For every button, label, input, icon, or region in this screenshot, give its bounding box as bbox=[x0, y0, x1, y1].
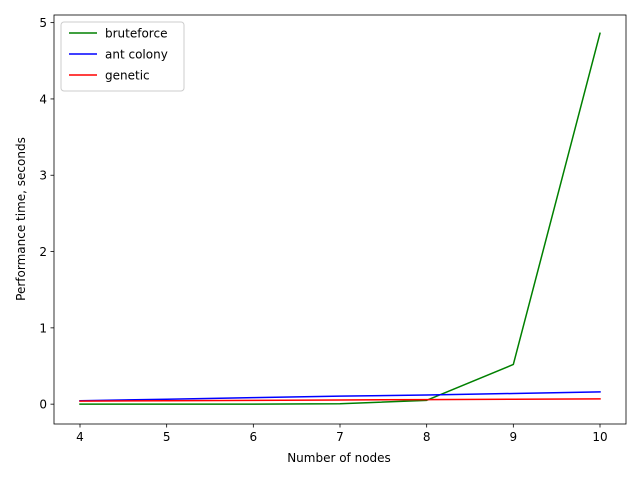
y-tick-label: 0 bbox=[39, 398, 47, 412]
x-tick-label: 6 bbox=[250, 430, 258, 444]
legend: bruteforce ant colony genetic bbox=[60, 21, 185, 92]
y-axis-label: Performance time, seconds bbox=[14, 137, 28, 301]
axes: 4 5 6 7 8 9 10 0 1 2 3 4 5 bbox=[39, 14, 627, 444]
x-tick-label: 4 bbox=[76, 430, 84, 444]
x-tick-label: 5 bbox=[163, 430, 171, 444]
x-tick-label: 10 bbox=[592, 430, 607, 444]
x-tick-label: 7 bbox=[336, 430, 344, 444]
legend-box bbox=[60, 21, 185, 92]
legend-label: bruteforce bbox=[105, 27, 167, 41]
series-line-bruteforce bbox=[79, 32, 601, 405]
series-line-ant-colony bbox=[79, 391, 601, 402]
y-tick-label: 1 bbox=[39, 321, 47, 335]
plot-area bbox=[79, 32, 601, 405]
y-tick-label: 4 bbox=[39, 92, 47, 106]
y-tick-label: 5 bbox=[39, 16, 47, 30]
y-tick-label: 3 bbox=[39, 169, 47, 183]
y-tick-label: 2 bbox=[39, 245, 47, 259]
legend-label: ant colony bbox=[105, 48, 168, 62]
x-axis-label: Number of nodes bbox=[287, 451, 391, 465]
x-tick-label: 9 bbox=[510, 430, 518, 444]
legend-label: genetic bbox=[105, 69, 150, 83]
x-tick-label: 8 bbox=[423, 430, 431, 444]
series-line-genetic bbox=[79, 398, 601, 402]
